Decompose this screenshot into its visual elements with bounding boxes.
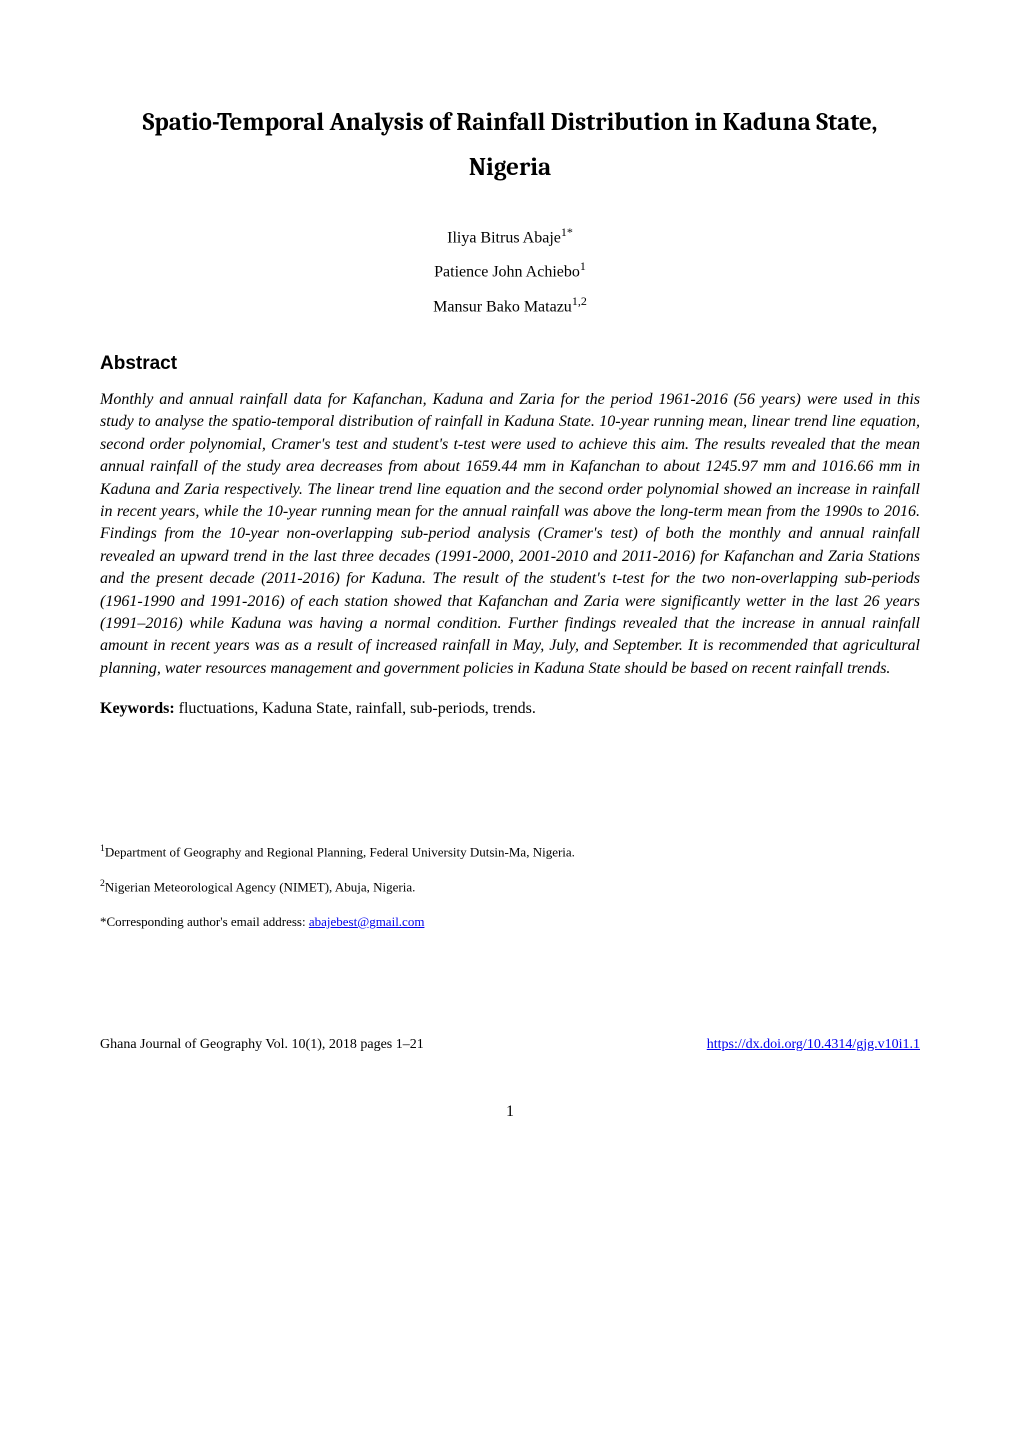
author-sup: 1,2 (572, 294, 587, 308)
keywords-label: Keywords: (100, 700, 175, 717)
author-sup: 1* (561, 225, 573, 239)
affiliation-text: Nigerian Meteorological Agency (NIMET), … (105, 879, 415, 894)
author-name: Patience John Achiebo (434, 264, 580, 281)
author-name: Mansur Bako Matazu (433, 298, 572, 315)
author-3: Mansur Bako Matazu1,2 (100, 289, 920, 323)
affiliation-2: 2Nigerian Meteorological Agency (NIMET),… (100, 873, 920, 902)
affiliation-text: Department of Geography and Regional Pla… (105, 844, 575, 859)
authors-block: Iliya Bitrus Abaje1* Patience John Achie… (100, 220, 920, 323)
affiliations-block: 1Department of Geography and Regional Pl… (100, 838, 920, 936)
author-2: Patience John Achiebo1 (100, 254, 920, 288)
abstract-body: Monthly and annual rainfall data for Kaf… (100, 389, 920, 680)
author-1: Iliya Bitrus Abaje1* (100, 220, 920, 254)
corresponding-email-link[interactable]: abajebest@gmail.com (309, 914, 425, 929)
corresponding-author: *Corresponding author's email address: a… (100, 908, 920, 937)
keywords-line: Keywords: fluctuations, Kaduna State, ra… (100, 700, 920, 718)
author-name: Iliya Bitrus Abaje (447, 229, 561, 246)
footer-journal: Ghana Journal of Geography Vol. 10(1), 2… (100, 1037, 424, 1053)
affiliation-1: 1Department of Geography and Regional Pl… (100, 838, 920, 867)
abstract-heading: Abstract (100, 353, 920, 375)
paper-title: Spatio-Temporal Analysis of Rainfall Dis… (100, 100, 920, 190)
page-number: 1 (100, 1103, 920, 1121)
keywords-text: fluctuations, Kaduna State, rainfall, su… (175, 700, 536, 717)
page-footer: Ghana Journal of Geography Vol. 10(1), 2… (100, 1037, 920, 1053)
author-sup: 1 (580, 259, 586, 273)
footer-doi-link[interactable]: https://dx.doi.org/10.4314/gjg.v10i1.1 (707, 1037, 920, 1053)
corresponding-prefix: *Corresponding author's email address: (100, 914, 309, 929)
